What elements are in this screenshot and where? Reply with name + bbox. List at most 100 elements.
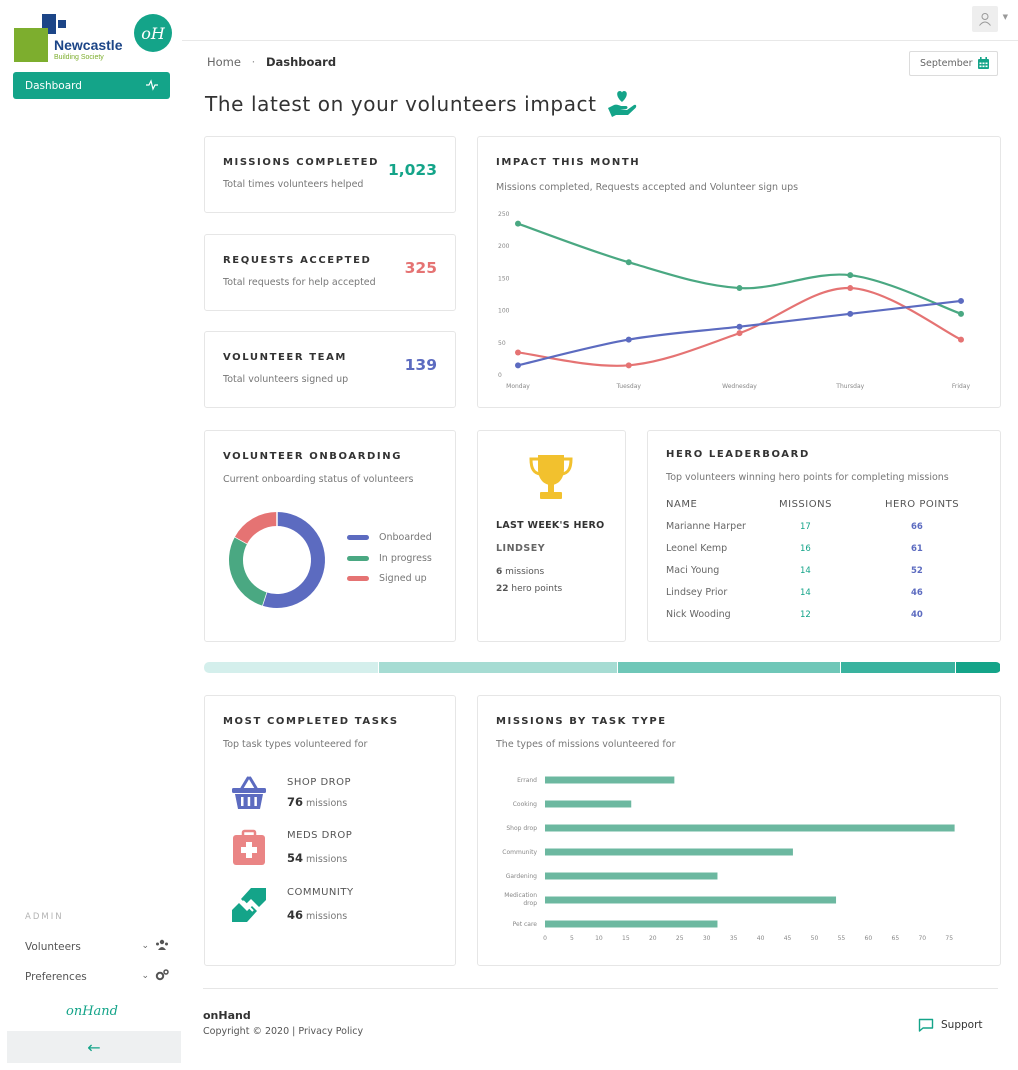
table-row: Nick Wooding 12 40 <box>648 609 1000 631</box>
leaderboard-missions: 14 <box>800 566 811 576</box>
hero-points-unit: hero points <box>511 584 563 594</box>
progress-band-segment <box>379 662 617 673</box>
sidebar-item-label: Preferences <box>25 971 87 983</box>
sidebar-item-dashboard[interactable]: Dashboard <box>13 72 170 99</box>
leaderboard-points: 66 <box>911 522 923 532</box>
x-tick-label: Wednesday <box>722 383 757 390</box>
data-point <box>515 220 521 227</box>
leaderboard-missions: 12 <box>800 610 811 620</box>
basket-icon <box>232 776 266 809</box>
leaderboard-missions: 16 <box>800 544 811 554</box>
data-point <box>625 259 632 266</box>
progress-band-segment <box>617 662 840 673</box>
progress-band-segment <box>840 662 956 673</box>
category-label: Gardening <box>506 873 537 880</box>
x-tick-label: 35 <box>730 935 738 942</box>
breadcrumb-home-link[interactable]: Home <box>207 55 241 69</box>
bar <box>545 920 718 928</box>
heart-hand-icon <box>607 91 636 117</box>
data-point <box>515 349 521 356</box>
donut-slice <box>262 512 325 608</box>
user-menu-button[interactable] <box>972 6 998 32</box>
legend-label: Signed up <box>379 573 427 584</box>
first-aid-icon <box>233 829 265 865</box>
data-point <box>625 362 632 369</box>
y-tick-label: 100 <box>498 308 510 315</box>
gears-icon <box>155 969 169 981</box>
impact-chart-card: IMPACT THIS MONTH Missions completed, Re… <box>477 136 1001 408</box>
bar <box>545 824 955 832</box>
hero-leaderboard-card: HERO LEADERBOARD Top volunteers winning … <box>647 430 1001 642</box>
missions-by-task-type-card: MISSIONS BY TASK TYPE The types of missi… <box>477 695 1001 966</box>
onboarding-subtitle: Current onboarding status of volunteers <box>223 474 414 485</box>
hero-points: 22 hero points <box>496 584 562 594</box>
legend-signed-up: Signed up <box>347 573 427 584</box>
handshake-icon <box>232 888 266 922</box>
series-line <box>517 222 962 315</box>
footer-brand: onHand <box>203 1009 251 1022</box>
leaderboard-header-name: NAME <box>666 499 698 510</box>
bar <box>545 896 837 904</box>
page-title-text: The latest on your volunteers impact <box>205 92 597 116</box>
y-tick-label: 250 <box>498 211 510 218</box>
stat-value: 1,023 <box>387 161 437 179</box>
hero-name: LINDSEY <box>496 543 546 554</box>
leaderboard-missions: 17 <box>800 522 811 532</box>
onboarding-card: VOLUNTEER ONBOARDING Current onboarding … <box>204 430 456 642</box>
footer-copyright[interactable]: Copyright © 2020 | Privacy Policy <box>203 1026 364 1037</box>
month-picker[interactable]: September <box>909 51 998 76</box>
category-label: drop <box>523 900 537 907</box>
x-tick-label: 30 <box>703 935 711 942</box>
x-tick-label: 50 <box>811 935 819 942</box>
category-label: Shop drop <box>506 825 537 832</box>
bar <box>545 800 632 808</box>
leaderboard-missions: 14 <box>800 588 811 598</box>
task-count: 46 missions <box>287 908 348 922</box>
hero-heading: LAST WEEK'S HERO <box>496 520 605 531</box>
table-row: Maci Young 14 52 <box>648 565 1000 587</box>
month-picker-value: September <box>920 58 973 69</box>
newcastle-building-society-logo[interactable]: Newcastle Building Society <box>14 12 132 62</box>
collapse-sidebar-button[interactable]: ← <box>7 1031 181 1063</box>
legend-in-progress: In progress <box>347 553 432 564</box>
arrow-left-icon: ← <box>87 1037 101 1057</box>
stat-card-missions: MISSIONS COMPLETED Total times volunteer… <box>204 136 456 213</box>
stat-title: MISSIONS COMPLETED <box>223 157 379 168</box>
stat-card-requests: REQUESTS ACCEPTED Total requests for hel… <box>204 234 456 311</box>
x-tick-label: Thursday <box>835 383 864 390</box>
trophy-icon <box>529 455 573 499</box>
sidebar-item-volunteers[interactable]: Volunteers ⌄ <box>25 939 175 955</box>
support-link[interactable]: Support <box>918 1018 983 1032</box>
chat-bubble-icon <box>918 1018 934 1032</box>
svg-text:Newcastle: Newcastle <box>54 37 123 53</box>
x-tick-label: 15 <box>622 935 630 942</box>
leaderboard-name: Marianne Harper <box>666 521 746 532</box>
x-tick-label: Monday <box>506 383 530 390</box>
x-tick-label: 25 <box>676 935 684 942</box>
impact-line-chart: 0 50 100 150 200 250 Monday Tuesday Wednesday Thu… <box>498 211 971 390</box>
data-point <box>958 310 964 317</box>
leaderboard-name: Maci Young <box>666 565 720 576</box>
user-icon <box>979 13 991 26</box>
y-tick-label: 0 <box>498 372 502 379</box>
breadcrumb-separator: · <box>251 55 256 69</box>
x-tick-label: 5 <box>570 935 574 942</box>
leaderboard-title: HERO LEADERBOARD <box>666 449 810 460</box>
bar <box>545 872 718 880</box>
stat-subtitle: Total times volunteers helped <box>223 179 364 190</box>
users-icon <box>156 939 168 950</box>
stat-title: REQUESTS ACCEPTED <box>223 255 372 266</box>
data-point <box>847 272 854 279</box>
chart-title: IMPACT THIS MONTH <box>496 157 641 168</box>
bar <box>545 776 675 784</box>
sidebar: Newcastle Building Society oH Dashboard … <box>0 0 182 1070</box>
leaderboard-subtitle: Top volunteers winning hero points for c… <box>666 472 949 483</box>
admin-section-label: ADMIN <box>25 912 64 922</box>
sidebar-item-preferences[interactable]: Preferences ⌄ <box>25 969 175 985</box>
leaderboard-points: 61 <box>911 544 923 554</box>
progress-band <box>204 662 1001 673</box>
hero-missions-unit: missions <box>505 567 545 577</box>
table-row: Marianne Harper 17 66 <box>648 521 1000 543</box>
footer-divider <box>203 988 998 989</box>
caret-down-icon[interactable]: ▼ <box>1002 13 1008 21</box>
